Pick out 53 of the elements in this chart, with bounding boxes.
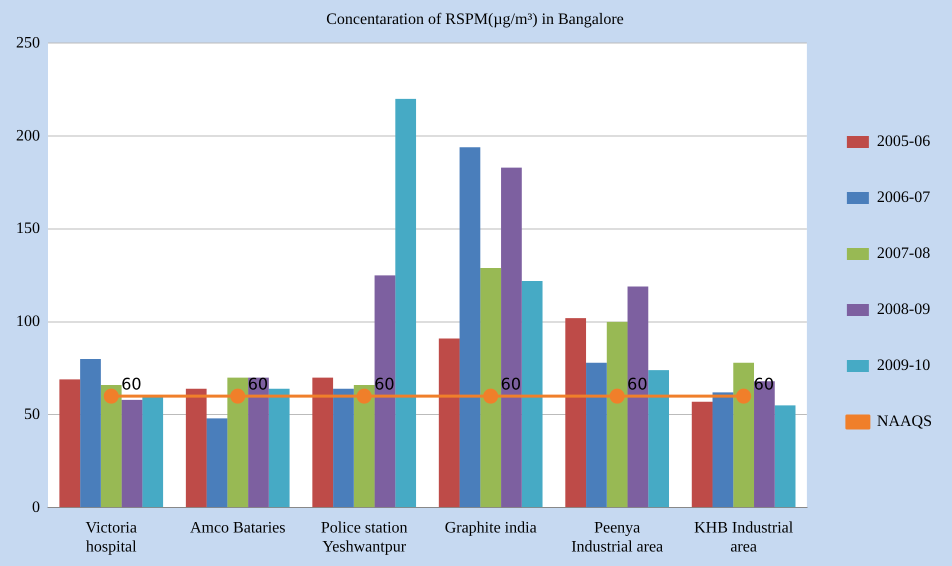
legend-label: 2006-07 [876,189,930,206]
bar [628,286,648,508]
bar [395,98,416,508]
x-tick-label: Graphite india [444,519,537,536]
legend-label: NAAQS [876,413,932,430]
bar [354,385,375,508]
bar [186,388,207,508]
bar [460,147,480,508]
data-label: 60 [500,374,522,394]
bar [438,338,460,508]
bar [374,275,396,508]
data-label: 60 [374,374,395,394]
bar [606,322,628,508]
bar [206,418,228,508]
bar [227,378,248,508]
bar [480,268,502,508]
x-tick-label: KHB Industrial area [694,519,794,556]
x-tick-label: Victoria hospital [86,519,138,556]
y-tick-label: 250 [16,34,40,52]
bar [142,396,164,508]
y-tick-label: 150 [16,220,40,238]
data-label: 60 [627,374,648,394]
data-label: 60 [121,374,142,394]
y-tick-label: 200 [16,127,40,144]
bar [312,378,334,508]
bar [59,379,80,508]
bar [565,318,586,508]
bar [648,370,670,508]
x-tick-label: Amco Bataries [190,519,286,536]
bar [80,358,101,508]
y-tick-label: 0 [32,498,40,516]
bar [586,362,607,508]
bar [774,405,796,508]
chart-title: Concentaration of RSPM(µg/m³) in Bangalore [326,10,624,28]
bar [692,402,713,508]
bar [100,385,122,508]
bar [712,392,734,508]
legend-label: 2008-09 [876,301,930,318]
bar [733,362,754,508]
bar [268,388,290,508]
bar [333,388,354,508]
y-tick-label: 50 [24,406,40,423]
y-tick-label: 100 [16,313,40,330]
legend-label: 2007-08 [876,245,930,262]
legend-label: 2005-06 [876,133,930,150]
data-label: 60 [248,374,268,394]
x-tick-label: Peenya Industrial area [571,519,664,556]
x-tick-label: Police station Yeshwantpur [320,519,408,556]
bar [248,378,269,508]
legend-label: 2009-10 [876,357,930,374]
bar [522,280,543,508]
bar [501,168,522,508]
bar [122,400,142,508]
